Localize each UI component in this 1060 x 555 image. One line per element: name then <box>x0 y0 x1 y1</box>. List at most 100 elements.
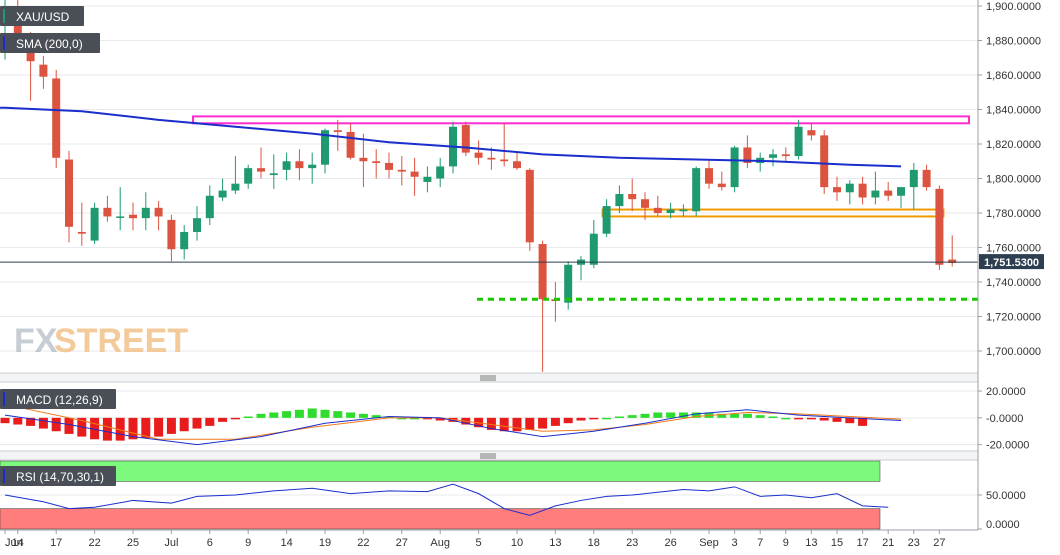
legend-macd[interactable]: MACD (12,26,9) <box>0 389 116 409</box>
time-tick-label: 5 <box>476 537 482 549</box>
candle[interactable] <box>333 119 342 151</box>
candle[interactable] <box>372 149 381 179</box>
macd-histogram-bar <box>499 417 509 432</box>
candle[interactable] <box>717 171 726 191</box>
time-tick-label: 22 <box>88 537 100 549</box>
candle[interactable] <box>218 178 227 201</box>
candle[interactable] <box>564 261 573 310</box>
candle[interactable] <box>129 202 137 231</box>
macd-histogram-bar <box>550 417 560 426</box>
candle[interactable] <box>474 140 483 165</box>
candle[interactable] <box>871 171 880 205</box>
resistance-box[interactable] <box>192 115 970 125</box>
candle[interactable] <box>602 199 611 238</box>
candle[interactable] <box>858 176 867 205</box>
candle[interactable] <box>641 192 649 220</box>
candle-body <box>602 206 611 234</box>
price-tick-label: 1,760.0000 <box>986 243 1041 255</box>
rsi-line[interactable] <box>4 483 889 516</box>
candle[interactable] <box>231 156 240 195</box>
candle[interactable] <box>692 166 701 217</box>
candle[interactable] <box>769 149 777 167</box>
candle[interactable] <box>820 130 829 195</box>
rsi-panel[interactable] <box>0 460 978 530</box>
macd-histogram-bar <box>192 417 202 429</box>
candle[interactable] <box>589 219 598 269</box>
candle[interactable] <box>103 195 112 222</box>
macd-histogram-bar <box>282 411 292 418</box>
legend-symbol[interactable]: XAU/USD <box>0 6 84 26</box>
candle[interactable] <box>794 119 803 160</box>
price-axis[interactable]: 1,900.0000 1,880.0000 1,860.0000 1,840.0000… <box>978 1 1041 531</box>
candle-body <box>589 233 598 265</box>
candle[interactable] <box>653 195 662 217</box>
candle[interactable] <box>884 181 893 201</box>
candle[interactable] <box>461 121 470 157</box>
candle[interactable] <box>922 164 931 191</box>
macd-line[interactable] <box>4 409 902 446</box>
candle[interactable] <box>615 185 624 213</box>
macd-panel[interactable] <box>0 390 978 446</box>
candle[interactable] <box>167 214 176 262</box>
candle[interactable] <box>807 123 816 141</box>
candle[interactable] <box>154 200 163 231</box>
candle[interactable] <box>525 168 534 251</box>
macd-histogram-bar <box>410 417 420 420</box>
candle[interactable] <box>269 154 278 189</box>
candle[interactable] <box>295 149 304 181</box>
macd-histogram-bar <box>51 417 61 432</box>
candle[interactable] <box>244 164 253 189</box>
candle[interactable] <box>282 152 291 181</box>
candle[interactable] <box>346 123 355 160</box>
candle[interactable] <box>39 56 48 89</box>
candle[interactable] <box>948 235 957 267</box>
sma-200-line[interactable] <box>0 106 902 168</box>
macd-histogram-bar <box>627 415 637 418</box>
candle[interactable] <box>705 159 713 189</box>
candle[interactable] <box>500 123 509 167</box>
candle[interactable] <box>77 202 86 246</box>
candle[interactable] <box>193 206 201 241</box>
macd-histogram-bar <box>256 413 266 418</box>
candle-body <box>308 164 317 169</box>
resize-handle-rsi[interactable] <box>480 453 496 459</box>
candle[interactable] <box>257 147 265 179</box>
candle[interactable] <box>730 145 739 193</box>
legend-sma[interactable]: SMA (200,0) <box>0 33 100 53</box>
candle[interactable] <box>90 202 99 245</box>
candle[interactable] <box>205 185 214 226</box>
macd-signal-line[interactable] <box>4 403 902 440</box>
candle[interactable] <box>385 152 393 179</box>
candle[interactable] <box>666 202 675 219</box>
candle[interactable] <box>781 147 790 162</box>
candle[interactable] <box>359 133 368 188</box>
candle[interactable] <box>628 178 637 212</box>
candle[interactable] <box>513 152 521 170</box>
candle[interactable] <box>833 176 841 201</box>
candle[interactable] <box>436 157 445 188</box>
candle[interactable] <box>909 162 918 210</box>
candle[interactable] <box>679 204 688 217</box>
candle[interactable] <box>116 187 125 231</box>
candle[interactable] <box>845 180 854 205</box>
price-panel[interactable]: FX STREET <box>0 0 978 373</box>
candle[interactable] <box>743 135 752 169</box>
candle[interactable] <box>397 156 406 186</box>
candle[interactable] <box>141 192 150 231</box>
candle-body <box>167 219 176 250</box>
candle[interactable] <box>423 166 432 193</box>
time-tick-label: 7 <box>757 537 763 549</box>
candle-body <box>897 187 905 196</box>
candle[interactable] <box>65 150 73 243</box>
candle[interactable] <box>52 69 61 169</box>
candle[interactable] <box>897 187 905 208</box>
candle[interactable] <box>308 152 317 184</box>
candle[interactable] <box>410 157 419 196</box>
candle[interactable] <box>935 185 944 270</box>
candle[interactable] <box>180 225 189 260</box>
resize-handle-macd[interactable] <box>480 375 496 381</box>
candle[interactable] <box>487 147 496 170</box>
legend-rsi[interactable]: RSI (14,70,30,1) <box>0 466 116 486</box>
